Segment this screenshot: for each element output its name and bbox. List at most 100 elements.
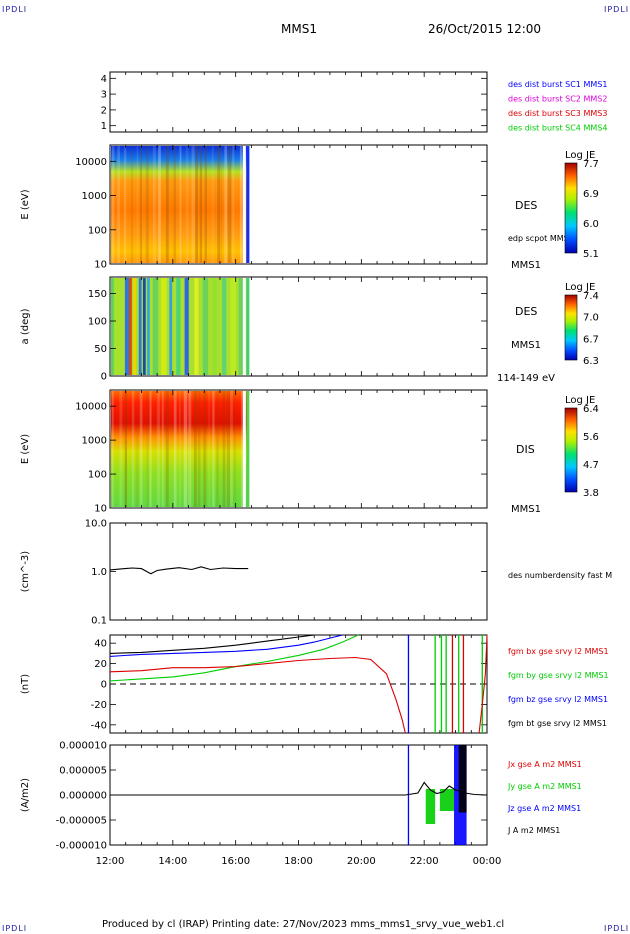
spectrogram-streak — [217, 146, 221, 263]
spectrogram-streak — [233, 391, 237, 507]
panel-frame — [109, 144, 488, 265]
y-tick-label: 10 — [94, 504, 107, 515]
y-tick-label: 40 — [94, 639, 107, 650]
spectrogram-streak — [220, 146, 223, 263]
series-line — [109, 634, 343, 657]
pitch-angle-band — [129, 278, 132, 375]
spectrogram-streak — [216, 391, 219, 507]
pitch-angle-band — [169, 278, 173, 375]
spacecraft-label: MMS1 — [511, 504, 541, 515]
y-tick-label: 1 — [101, 121, 107, 132]
data-edge — [246, 278, 250, 375]
y-tick-label: 150 — [88, 289, 107, 300]
y-axis-label: (nT) — [20, 674, 31, 694]
colorbar-tick-label: 7.0 — [583, 313, 599, 324]
pitch-angle-band — [222, 278, 227, 375]
time-tick-label: 14:00 — [158, 856, 187, 867]
y-tick-label: 0 — [101, 680, 107, 691]
corner-mark-br: IPDLI — [604, 924, 630, 933]
legend-entry: Jz gse A m2 MMS1 — [507, 804, 581, 813]
spectrogram-streak — [230, 391, 233, 507]
spectrogram-streak — [145, 146, 149, 263]
legend-entry: fgm bx gse srvy l2 MMS1 — [508, 647, 609, 656]
spectrogram-streak — [158, 146, 161, 263]
spectrogram-streak — [149, 391, 152, 507]
y-tick-label: -0.000005 — [56, 816, 107, 827]
spectrogram-streak — [208, 391, 211, 507]
spectrogram-streak — [185, 146, 189, 263]
pitch-angle-band — [147, 278, 150, 375]
legend-entry: des dist burst SC4 MMS4 — [508, 124, 607, 133]
spectrogram-field — [111, 391, 249, 507]
data-gap — [242, 278, 246, 375]
footer-credits: Produced by cl (IRAP) Printing date: 27/… — [102, 919, 505, 930]
y-tick-label: 0.1 — [91, 616, 107, 627]
legend-entry: fgm bz gse srvy l2 MMS1 — [508, 695, 608, 704]
series-line — [109, 634, 315, 654]
spectrogram-streak — [203, 391, 207, 507]
legend-entry: Jx gse A m2 MMS1 — [507, 760, 582, 769]
legend-entry: fgm by gse srvy l2 MMS1 — [508, 671, 609, 680]
legend-entry: fgm bt gse srvy l2 MMS1 — [508, 719, 607, 728]
time-tick-label: 00:00 — [473, 856, 502, 867]
spectrogram-streak — [232, 146, 235, 263]
y-axis-label: E (eV) — [20, 434, 31, 464]
spectrogram-streak — [152, 146, 156, 263]
panel-frame — [109, 389, 488, 509]
colorbar-label: Log JE — [565, 150, 595, 161]
y-tick-label: 1000 — [82, 191, 107, 202]
data-edge — [246, 391, 250, 507]
spectrogram-streak — [212, 391, 215, 507]
panel-frame — [109, 276, 488, 377]
colorbar-tick-label: 5.1 — [583, 249, 599, 260]
spectrogram-streak — [239, 146, 243, 263]
spectrogram-streak — [117, 146, 120, 263]
pitch-angle-band — [133, 278, 136, 375]
spectrogram-streak — [222, 391, 226, 507]
spectrogram-streak — [161, 391, 164, 507]
spectrogram-field — [111, 146, 249, 263]
current-burst — [458, 745, 467, 813]
colorbar-tick-label: 4.7 — [583, 460, 599, 471]
spectrogram-streak — [112, 391, 114, 507]
pitch-angle-band — [194, 278, 199, 375]
header-title: MMS1 — [281, 22, 317, 36]
pitch-angle-band — [138, 278, 142, 375]
y-tick-label: 2 — [101, 105, 107, 116]
spectrogram-streak — [240, 391, 244, 507]
y-tick-label: 0 — [101, 372, 107, 383]
spectrogram-streak — [139, 391, 143, 507]
pitch-angle-band — [238, 278, 243, 375]
spectrogram-streak — [119, 391, 123, 507]
y-tick-label: 100 — [88, 225, 107, 236]
spectrogram-streak — [146, 391, 149, 507]
spectrogram-streak — [195, 146, 198, 263]
colorbar-tick-label: 6.9 — [583, 189, 599, 200]
spectrogram-streak — [228, 146, 232, 263]
legend-entry: des numberdensity fast M — [508, 571, 612, 580]
spacecraft-label: MMS1 — [511, 340, 541, 351]
pitch-angle-band — [152, 278, 159, 375]
colorbar-tick-label: 6.0 — [583, 219, 599, 230]
spectrogram-streak — [136, 146, 139, 263]
colorbar-label: Log JE — [565, 395, 595, 406]
series-line — [109, 634, 359, 682]
spectrogram-streak — [197, 391, 201, 507]
corner-mark-tl: IPDLI — [2, 5, 28, 14]
spectrogram-streak — [165, 391, 169, 507]
colorbar — [564, 407, 578, 493]
panel-frame — [109, 522, 488, 621]
pitch-angle-band — [111, 278, 114, 375]
y-tick-label: 20 — [94, 659, 107, 670]
colorbar-tick-label: 3.8 — [583, 488, 599, 499]
series-label: edp scpot MMS1 — [508, 234, 574, 243]
y-tick-label: 10000 — [75, 157, 107, 168]
data-gap — [242, 146, 246, 263]
series-line — [478, 634, 488, 734]
spectrogram-streak — [194, 391, 197, 507]
y-tick-label: 100 — [88, 317, 107, 328]
y-tick-label: -20 — [91, 700, 107, 711]
instrument-label: DIS — [516, 443, 535, 456]
spectrogram-streak — [130, 146, 133, 263]
legend-entry: Jy gse A m2 MMS1 — [507, 782, 582, 791]
